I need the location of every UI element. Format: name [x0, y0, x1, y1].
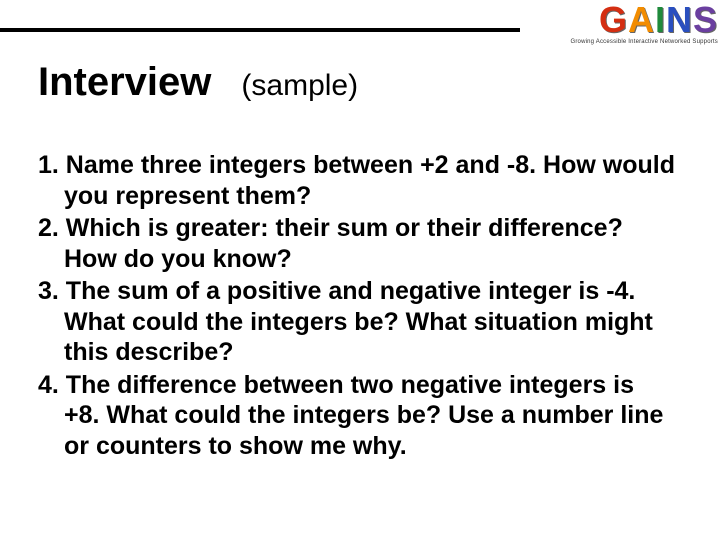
question-item: 1. Name three integers between +2 and -8…	[38, 150, 675, 211]
question-item: 4. The difference between two negative i…	[38, 370, 675, 462]
question-item: 3. The sum of a positive and negative in…	[38, 276, 675, 368]
question-list: 1. Name three integers between +2 and -8…	[38, 150, 675, 463]
page-subtitle: (sample)	[241, 69, 358, 103]
slide-header: Interview (sample)	[38, 60, 358, 105]
logo-letter-n: N	[666, 0, 693, 40]
logo-letter-a: A	[628, 0, 655, 40]
logo-letter-i: I	[655, 0, 666, 40]
header-rule	[0, 28, 520, 32]
page-title: Interview	[38, 60, 211, 105]
gains-logo: GAINS Growing Accessible Interactive Net…	[570, 2, 718, 45]
logo-wordmark: GAINS	[570, 2, 718, 38]
logo-letter-s: S	[693, 0, 718, 40]
question-item: 2. Which is greater: their sum or their …	[38, 213, 675, 274]
logo-letter-g: G	[599, 0, 628, 40]
